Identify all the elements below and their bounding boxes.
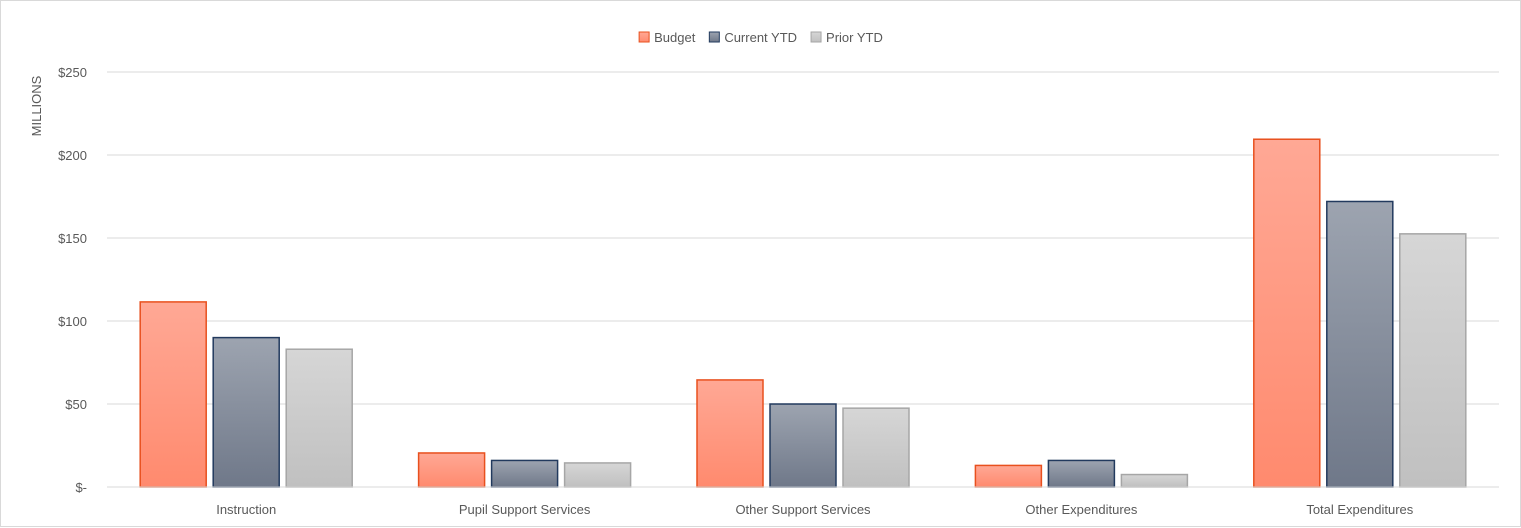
bar-prior-ytd-instruction bbox=[285, 348, 353, 488]
bar-budget-instruction bbox=[139, 301, 207, 488]
bar-current-ytd-pupil-support-services bbox=[490, 459, 559, 488]
legend-swatch-current-ytd bbox=[708, 31, 720, 43]
bar-prior-ytd-pupil-support-services bbox=[563, 462, 632, 488]
x-category-label: Other Support Services bbox=[735, 502, 871, 517]
legend-label-budget: Budget bbox=[654, 30, 696, 45]
bar-budget-total-expenditures bbox=[1253, 138, 1321, 488]
bar-budget-other-support-services bbox=[696, 379, 764, 488]
legend-swatch-budget bbox=[638, 31, 650, 43]
bar-prior-ytd-other-expenditures bbox=[1120, 473, 1189, 488]
y-axis-title: MILLIONS bbox=[29, 75, 44, 136]
bar-budget-other-expenditures bbox=[974, 464, 1043, 488]
bars bbox=[139, 138, 1467, 488]
legend: Budget Current YTD Prior YTD bbox=[638, 30, 883, 45]
legend-label-prior-ytd: Prior YTD bbox=[826, 30, 883, 45]
x-category-label: Pupil Support Services bbox=[459, 502, 591, 517]
y-tick-label: $200 bbox=[58, 148, 87, 163]
x-category-label: Total Expenditures bbox=[1306, 502, 1413, 517]
bar-budget-pupil-support-services bbox=[417, 452, 486, 488]
bar-prior-ytd-total-expenditures bbox=[1399, 233, 1467, 488]
bar-current-ytd-total-expenditures bbox=[1326, 200, 1394, 488]
legend-label-current-ytd: Current YTD bbox=[724, 30, 797, 45]
y-tick-label: $50 bbox=[65, 397, 87, 412]
bar-prior-ytd-other-support-services bbox=[842, 407, 910, 488]
bar-current-ytd-other-expenditures bbox=[1047, 459, 1116, 488]
bar-current-ytd-instruction bbox=[212, 336, 280, 488]
x-category-label: Instruction bbox=[216, 502, 276, 517]
y-tick-label: $150 bbox=[58, 231, 87, 246]
y-axis-ticks: $- $50 $100 $150 $200 $250 bbox=[58, 65, 87, 495]
x-axis-categories: Instruction Pupil Support Services Other S… bbox=[216, 502, 1414, 517]
x-category-label: Other Expenditures bbox=[1025, 502, 1138, 517]
bar-current-ytd-other-support-services bbox=[769, 403, 837, 488]
y-tick-label: $- bbox=[75, 480, 87, 495]
legend-swatch-prior-ytd bbox=[810, 31, 822, 43]
y-tick-label: $250 bbox=[58, 65, 87, 80]
y-tick-label: $100 bbox=[58, 314, 87, 329]
